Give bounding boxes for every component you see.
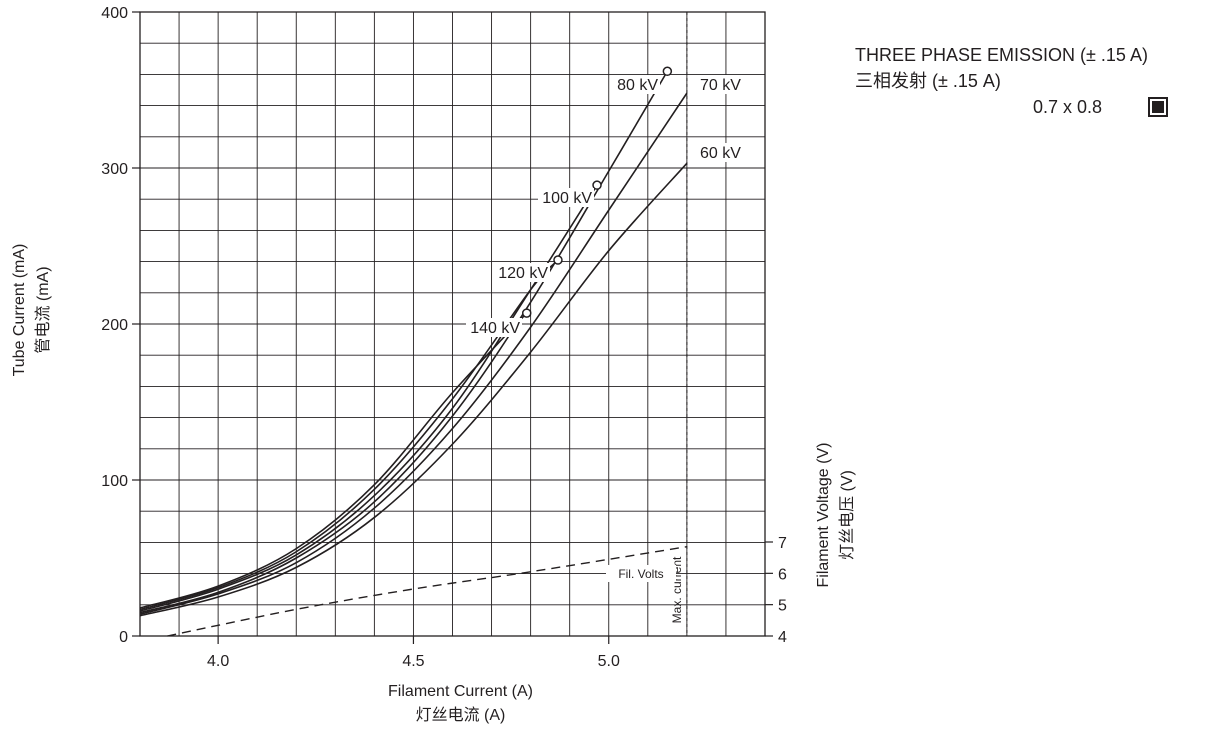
y-tick-label: 100 xyxy=(101,473,128,490)
curve-140kv xyxy=(139,312,528,609)
series-label-bg xyxy=(698,143,745,162)
series-label: 70 kV xyxy=(700,77,741,94)
labels: 0 100 200 300 400 4.0 4.5 5.0 4 5 6 7 Filament Curre… xyxy=(11,5,856,724)
y-axis-label-cn: 管电流 (mA) xyxy=(34,266,52,353)
curve-endpoint xyxy=(592,180,602,190)
x-tick-label: 4.0 xyxy=(207,653,229,670)
curve-120kv xyxy=(139,259,559,611)
y-tick-label: 400 xyxy=(101,5,128,22)
series-label: 100 kV xyxy=(542,190,592,207)
y-tick-label: 300 xyxy=(101,161,128,178)
y2-tick-label: 4 xyxy=(778,629,787,646)
x-axis-label: Filament Current (A) xyxy=(388,683,533,700)
curve-60kv xyxy=(139,162,688,617)
series-label: 80 kV xyxy=(617,77,658,94)
curve-100kv xyxy=(139,184,598,612)
curves xyxy=(139,12,688,637)
series-label-bg xyxy=(538,188,594,207)
series-label-bg xyxy=(494,263,550,282)
focal-spot-size: 0.7 x 0.8 xyxy=(1033,97,1103,117)
y2-axis-label-cn: 灯丝电压 (V) xyxy=(838,470,856,560)
legend-title-cn: 三相发射 (± .15 A) xyxy=(855,71,1001,91)
x-tick-label: 4.5 xyxy=(402,653,424,670)
series-label-bg xyxy=(613,75,660,94)
fil-volts-label: Fil. Volts xyxy=(618,567,663,581)
series-label: 140 kV xyxy=(470,320,520,337)
x-tick-label: 5.0 xyxy=(598,653,620,670)
legend: THREE PHASE EMISSION (± .15 A) 三相发射 (± .… xyxy=(855,42,1169,120)
y2-axis-label: Filament Voltage (V) xyxy=(815,443,832,588)
series-label: 120 kV xyxy=(498,265,548,282)
curve-endpoint xyxy=(521,308,532,318)
y-tick-label: 0 xyxy=(119,629,128,646)
fil-volts-label-bg xyxy=(606,565,676,582)
y2-tick-label: 5 xyxy=(778,598,787,615)
y2-tick-label: 6 xyxy=(778,566,787,583)
legend-title: THREE PHASE EMISSION (± .15 A) xyxy=(855,45,1148,65)
series-label-bg xyxy=(698,75,745,94)
curve-80kv xyxy=(139,70,669,614)
curve-endpoint xyxy=(553,255,563,265)
y-tick-label: 200 xyxy=(101,317,128,334)
y2-tick-label: 7 xyxy=(778,535,787,552)
series-label: 60 kV xyxy=(700,145,741,162)
y-axis-label: Tube Current (mA) xyxy=(11,244,28,377)
x-axis-label-cn: 灯丝电流 (A) xyxy=(416,706,506,724)
plot-frame xyxy=(139,11,766,637)
curve-70kv xyxy=(139,92,688,615)
focal-spot-icon xyxy=(1148,97,1169,117)
curve-endpoint xyxy=(662,66,673,77)
series-label-bg xyxy=(466,318,522,337)
